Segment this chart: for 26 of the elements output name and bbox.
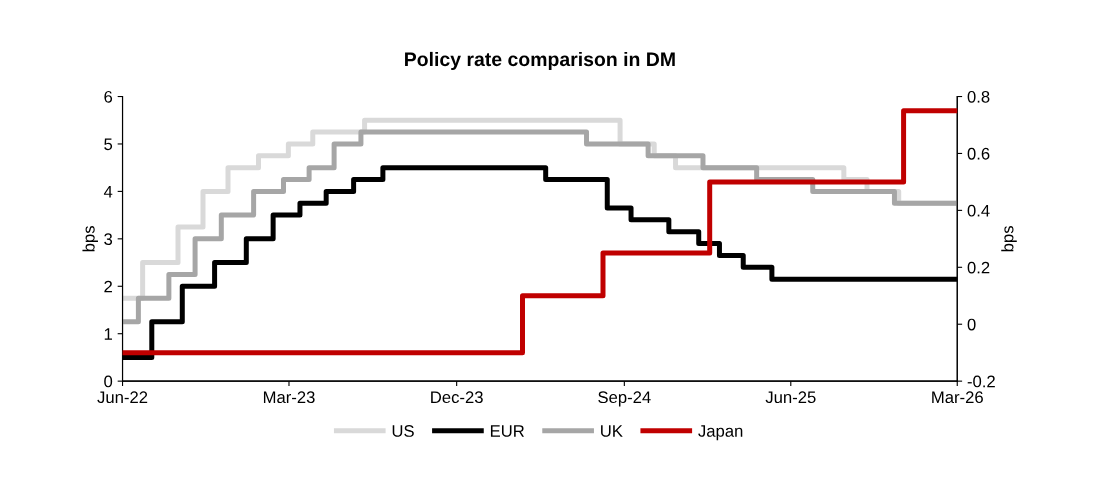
y2-tick-label: 0.2 [967,261,990,274]
y2-tick-label: 0.8 [967,90,990,103]
y-tick-label: 6 [104,90,113,103]
x-tick-label: Sep-24 [598,391,651,407]
y-tick-label: 4 [103,185,113,198]
y-tick-label: 3 [104,233,113,246]
y-tick-label: 1 [104,328,112,340]
y2-tick-label: 0.6 [967,147,990,160]
legend-label: EUR [490,425,525,437]
y-tick-label: 0 [104,375,113,388]
x-tick-label: Jun-25 [765,391,816,404]
y2-axis-title: bps [1001,226,1017,252]
y2-tick-label: 0 [967,318,976,331]
x-tick-label: Mar-23 [263,391,315,404]
y-tick-label: 5 [104,138,113,151]
chart-title: Policy rate comparison in DM [405,51,675,70]
y2-tick-label: -0.2 [967,375,995,388]
y2-tick-label: 0.4 [967,204,990,217]
x-tick-label: Mar-26 [932,391,983,404]
legend-label: UK [601,425,623,437]
y-axis-title: bps [82,226,98,252]
y-tick-label: 2 [104,280,112,293]
x-tick-label: Jun-22 [97,391,148,404]
legend-label: Japan [698,425,743,441]
x-tick-label: Dec-23 [431,391,483,404]
legend-label: US [392,425,414,437]
